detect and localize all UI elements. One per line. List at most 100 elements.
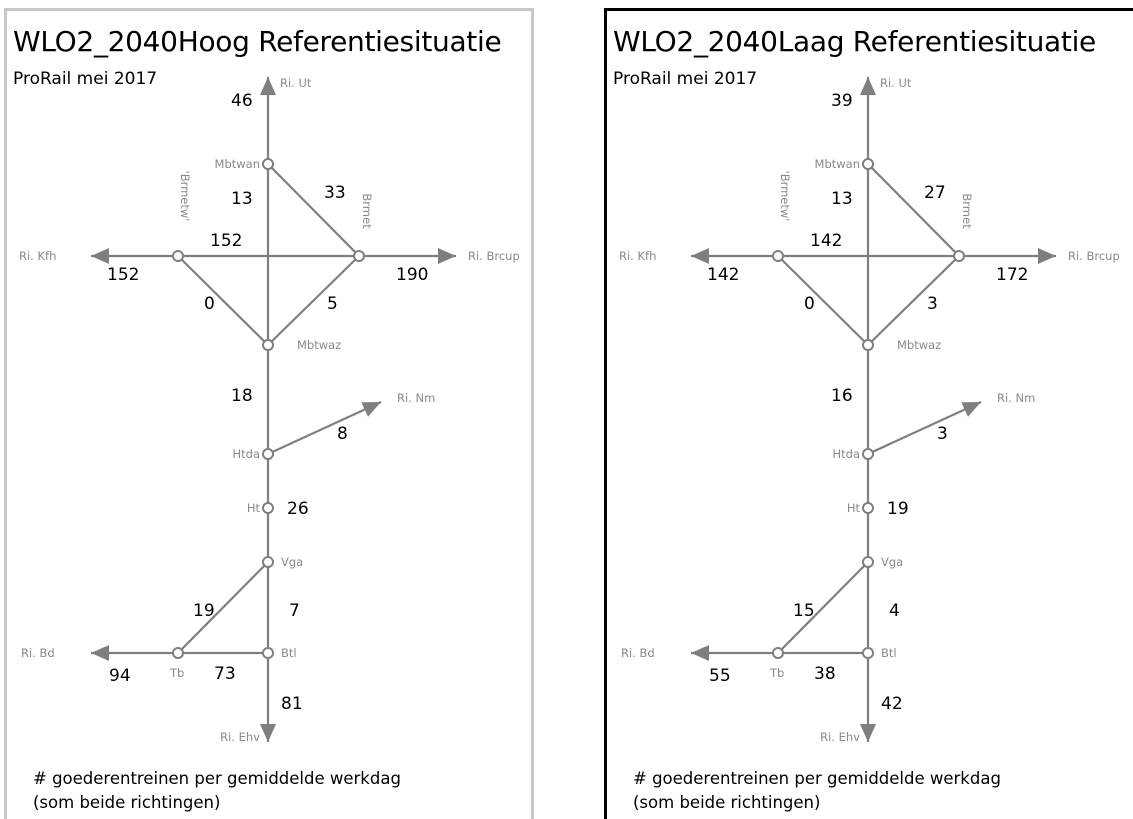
node-mbtwaz: [262, 339, 274, 351]
count-ehv: 42: [881, 694, 903, 714]
arrow-kfh-head: [91, 248, 109, 264]
node-label-htda: Htda: [232, 447, 260, 461]
node-htda: [862, 448, 874, 460]
count-mbtwan-mbtwaz: 13: [831, 189, 853, 209]
direction-label-bd: Ri. Bd: [21, 646, 55, 660]
direction-label-kfh: Ri. Kfh: [619, 249, 656, 263]
arrow-ut-head: [260, 77, 276, 95]
arrow-brcup-head: [1038, 248, 1056, 264]
node-label-mbtwaz: Mbtwaz: [297, 338, 341, 352]
count-tb-btl: 38: [814, 664, 836, 684]
node-mbtwan: [862, 158, 874, 170]
node-label-btl: Btl: [281, 646, 297, 660]
count-brmet-mbtwaz: 5: [327, 294, 338, 314]
node-label-tb: Tb: [769, 666, 784, 680]
count-mbtwaz-htda: 16: [831, 386, 853, 406]
node-label-mbtwaz: Mbtwaz: [897, 338, 941, 352]
count-brcup: 172: [996, 265, 1028, 285]
count-ut: 39: [831, 91, 853, 111]
count-mbtwaz-htda: 18: [231, 386, 253, 406]
count-mbtwan-brmet: 27: [924, 183, 946, 203]
count-vga-tb: 15: [793, 601, 815, 621]
node-brmetw: [772, 250, 784, 262]
count-brmet-mbtwaz: 3: [927, 294, 938, 314]
track-vga-tb: [777, 561, 869, 654]
count-ht: 26: [287, 499, 309, 519]
scenario-panel-laag: WLO2_2040Laag Referentiesituatie ProRail…: [604, 8, 1133, 819]
node-label-tb: Tb: [169, 666, 184, 680]
node-btl: [862, 647, 874, 659]
panel-title: WLO2_2040Laag Referentiesituatie: [613, 25, 1096, 58]
scenario-panel-hoog: WLO2_2040Hoog Referentiesituatie ProRail…: [4, 8, 534, 819]
node-brmet: [953, 250, 965, 262]
track-mbtwan-brmet: [267, 163, 360, 257]
node-label-brmetw: 'Brmetw': [778, 171, 792, 222]
direction-label-nm: Ri. Nm: [397, 391, 435, 405]
legend: # goederentreinen per gemiddelde werkdag…: [33, 767, 401, 815]
node-vga: [262, 556, 274, 568]
arrow-bd-head: [691, 645, 709, 661]
panel-source: ProRail mei 2017: [13, 69, 158, 89]
direction-label-ut: Ri. Ut: [280, 76, 312, 90]
track-mbtwan-brmet: [867, 163, 960, 257]
count-ht: 19: [887, 499, 909, 519]
count-brmetw-brmet: 142: [810, 231, 842, 251]
panel-title: WLO2_2040Hoog Referentiesituatie: [13, 25, 502, 58]
node-ht: [862, 502, 874, 514]
direction-label-brcup: Ri. Brcup: [1068, 249, 1120, 263]
node-label-btl: Btl: [881, 646, 897, 660]
arrow-ehv-head: [260, 724, 276, 742]
network-diagram: Mbtwan Mbtwaz Htda Ht Vga Tb Btl 'Brmetw' Brmet R…: [619, 76, 1120, 744]
legend-line-2: (som beide richtingen): [633, 793, 821, 812]
direction-label-brcup: Ri. Brcup: [468, 249, 520, 263]
node-vga: [862, 556, 874, 568]
arrow-ut-head: [860, 77, 876, 95]
count-ut: 46: [231, 91, 253, 111]
node-brmet: [353, 250, 365, 262]
count-brmetw-mbtwaz: 0: [204, 294, 215, 314]
arrow-nm-head: [961, 402, 981, 417]
node-label-vga: Vga: [881, 555, 903, 569]
count-bd: 94: [109, 666, 131, 686]
count-tb-btl: 73: [214, 664, 236, 684]
node-brmetw: [172, 250, 184, 262]
node-label-mbtwan: Mbtwan: [215, 157, 260, 171]
count-kfh: 152: [107, 265, 139, 285]
direction-label-ehv: Ri. Ehv: [220, 730, 260, 744]
direction-label-nm: Ri. Nm: [997, 391, 1035, 405]
count-brmetw-brmet: 152: [210, 231, 242, 251]
node-mbtwaz: [862, 339, 874, 351]
node-label-ht: Ht: [247, 501, 261, 515]
node-mbtwan: [262, 158, 274, 170]
legend-line-2: (som beide richtingen): [33, 793, 221, 812]
legend-line-1: # goederentreinen per gemiddelde werkdag: [633, 769, 1001, 788]
node-tb: [172, 647, 184, 659]
node-label-ht: Ht: [847, 501, 861, 515]
count-mbtwan-mbtwaz: 13: [231, 189, 253, 209]
panel-source: ProRail mei 2017: [613, 69, 758, 89]
arrow-nm-head: [361, 402, 381, 417]
node-htda: [262, 448, 274, 460]
count-vga-btl: 7: [289, 601, 300, 621]
track-brmet-mbtwaz: [867, 255, 960, 346]
direction-label-ut: Ri. Ut: [880, 76, 912, 90]
count-brmetw-mbtwaz: 0: [804, 294, 815, 314]
count-vga-tb: 19: [193, 601, 215, 621]
arrow-bd-head: [91, 645, 109, 661]
node-ht: [262, 502, 274, 514]
node-label-brmetw: 'Brmetw': [178, 171, 192, 222]
count-nm: 8: [337, 424, 348, 444]
count-bd: 55: [709, 666, 731, 686]
node-label-htda: Htda: [832, 447, 860, 461]
track-brmetw-mbtwaz: [777, 255, 869, 346]
count-ehv: 81: [281, 694, 303, 714]
track-brmet-mbtwaz: [267, 255, 360, 346]
direction-label-bd: Ri. Bd: [621, 646, 655, 660]
node-label-mbtwan: Mbtwan: [815, 157, 860, 171]
arrow-nm-line: [267, 401, 382, 455]
count-kfh: 142: [707, 265, 739, 285]
direction-label-kfh: Ri. Kfh: [19, 249, 56, 263]
count-mbtwan-brmet: 33: [324, 183, 346, 203]
arrow-brcup-head: [438, 248, 456, 264]
track-brmetw-mbtwaz: [177, 255, 269, 346]
